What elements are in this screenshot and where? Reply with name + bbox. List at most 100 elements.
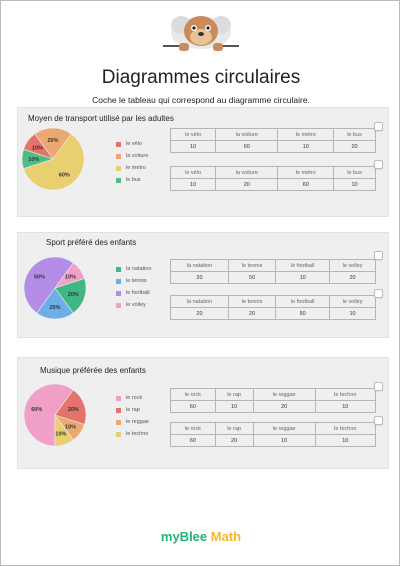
table-header: le métro [277, 166, 335, 179]
legend-label: la natation [126, 266, 152, 272]
table-cell: 20 [252, 400, 316, 413]
legend-item: le rap [116, 404, 149, 416]
section-title: Moyen de transport utilisé par les adult… [28, 114, 174, 123]
table-header: le techno [314, 422, 377, 435]
table-cell: 20 [329, 271, 376, 284]
table-header: la voiture [215, 128, 279, 141]
brand-logo: myBlee Math [1, 529, 400, 544]
pie-slice-le-volley [54, 262, 85, 289]
answer-table-2[interactable]: le rock le rap le reggae le techno 60 20 10 10 [170, 422, 377, 447]
pie-slice-la-natation [54, 278, 87, 314]
pie-slice-le-football [23, 256, 74, 314]
pie-slice-le-techno [54, 414, 74, 447]
table-header: le bus [333, 166, 376, 179]
table-header: le bus [333, 128, 376, 141]
section-title: Sport préféré des enfants [46, 238, 137, 247]
legend-label: le football [126, 290, 150, 296]
table-header: le rap [214, 388, 254, 401]
table-cell: 20 [215, 178, 279, 191]
legend-label: le rap [126, 407, 140, 413]
table-cell: 10 [314, 400, 377, 413]
checkbox-table-1[interactable] [374, 382, 383, 391]
legend-item: le techno [116, 428, 149, 440]
table-header: la voiture [215, 166, 279, 179]
table-cell: 10 [277, 140, 335, 153]
table-header: le reggae [252, 422, 316, 435]
legend-label: le rock [126, 395, 143, 401]
answer-table-2[interactable]: la natation le tennis le football le volley… [170, 295, 376, 320]
legend-label: le reggae [126, 419, 149, 425]
legend-item: le tennis [116, 275, 151, 287]
music-section: Musique préférée des enfants 60% 20% 10% 10… [17, 357, 389, 469]
mascot-illustration [163, 16, 239, 51]
checkbox-table-2[interactable] [374, 160, 383, 169]
instructions: Coche le tableau qui correspond au diagr… [92, 95, 310, 105]
transport-section: Moyen de transport utilisé par les adult… [17, 107, 389, 217]
table-header: le reggae [252, 388, 316, 401]
legend-label: le bus [126, 177, 141, 183]
table-header: le tennis [227, 259, 277, 272]
checkbox-table-1[interactable] [374, 251, 383, 260]
table-cell: 10 [214, 400, 254, 413]
legend-swatch [116, 165, 121, 171]
legend-item: le métro [116, 162, 148, 174]
legend: le rock le rap le reggae le techno [116, 392, 149, 440]
legend-label: le techno [126, 431, 149, 437]
legend-label: le tennis [126, 278, 147, 284]
pie-slice-le-tennis [36, 287, 74, 320]
checkbox-table-2[interactable] [374, 289, 383, 298]
pie-slice-le-rap [54, 389, 87, 425]
table-header: le volley [329, 259, 376, 272]
sport-section: Sport préféré des enfants 20% 20% 50% 10% l… [17, 232, 389, 338]
page-title: Diagrammes circulaires [101, 67, 301, 88]
table-header: le rock [170, 388, 216, 401]
table-header: le rock [170, 422, 216, 435]
legend-swatch [116, 266, 121, 272]
table-cell: 20 [333, 140, 376, 153]
pie-slice-la-voiture [34, 127, 72, 160]
answer-table-1[interactable]: la natation le tennis le football le volley… [170, 259, 376, 284]
checkbox-table-1[interactable] [374, 122, 383, 131]
pie-slice-label: 10% [28, 157, 39, 163]
table-cell: 60 [170, 434, 216, 447]
answer-table-2[interactable]: le vélo la voiture le métro le bus 10 20 60 10 [169, 166, 376, 191]
table-header: la natation [170, 295, 229, 308]
table-cell: 20 [170, 307, 229, 320]
music-pie-chart: 60% 20% 10%10% [23, 383, 87, 447]
table-cell: 20 [227, 307, 277, 320]
table-cell: 10 [252, 434, 316, 447]
table-cell: 50 [227, 271, 277, 284]
pie-slice-label: 10% [55, 431, 66, 437]
legend-item: le reggae [116, 416, 149, 428]
legend-swatch [116, 302, 121, 308]
legend-label: le vélo [126, 141, 142, 147]
pie-slice-label: 20% [47, 138, 58, 144]
table-header: le techno [314, 388, 377, 401]
legend-item: le rock [116, 392, 149, 404]
section-title: Musique préférée des enfants [40, 366, 146, 375]
pie-slice-label: 60% [31, 407, 42, 413]
table-cell: 10 [333, 178, 376, 191]
table-cell: 10 [275, 271, 331, 284]
legend-swatch [116, 153, 121, 159]
legend-item: le vélo [116, 138, 148, 150]
legend-swatch [116, 141, 121, 147]
pie-slice-label: 10% [32, 146, 43, 152]
table-header: le vélo [169, 166, 217, 179]
pie-slice-label: 10% [65, 275, 76, 281]
answer-table-1[interactable]: le vélo la voiture le métro le bus 10 60 10 20 [169, 128, 376, 153]
table-header: la natation [170, 259, 229, 272]
answer-table-1[interactable]: le rock le rap le reggae le techno 60 10 20 10 [170, 388, 377, 413]
table-cell: 60 [215, 140, 279, 153]
table-cell: 10 [329, 307, 376, 320]
checkbox-table-2[interactable] [374, 416, 383, 425]
pie-slice-label: 60% [59, 173, 70, 179]
table-header: le rap [214, 422, 254, 435]
legend-item: le volley [116, 299, 151, 311]
legend-swatch [116, 419, 121, 425]
legend-item: le football [116, 287, 151, 299]
table-header: le football [275, 259, 331, 272]
legend-item: le bus [116, 174, 148, 186]
legend-label: la voiture [126, 153, 149, 159]
